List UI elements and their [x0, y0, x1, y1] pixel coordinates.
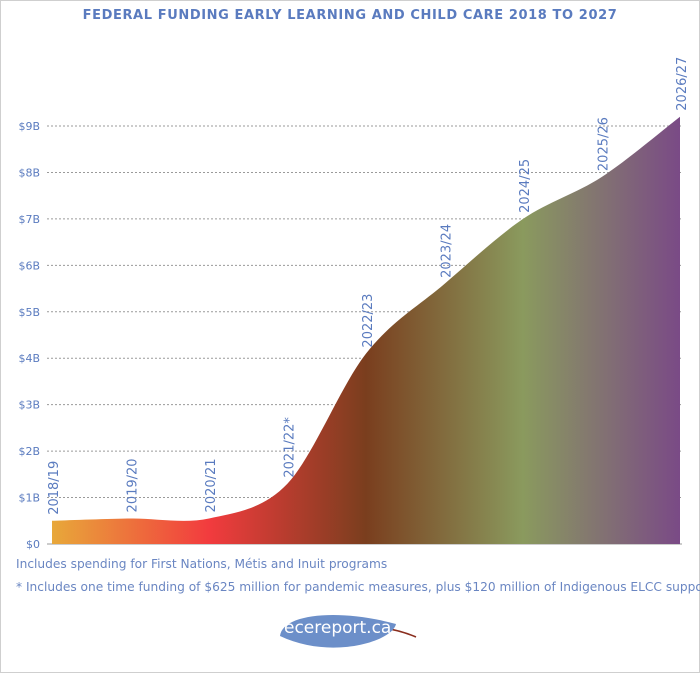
leaf-logo-icon	[280, 614, 396, 648]
logo-text: ecereport.ca	[284, 618, 392, 638]
y-tick-label: $2B	[18, 445, 40, 458]
y-tick-label: $4B	[18, 352, 40, 365]
chart-title: FEDERAL FUNDING EARLY LEARNING AND CHILD…	[82, 8, 618, 23]
footnote-pandemic: * Includes one time funding of $625 mill…	[16, 580, 700, 594]
x-category-label: 2019/20	[126, 458, 141, 512]
x-category-label: 2022/23	[361, 294, 376, 348]
y-tick-label: $1B	[18, 492, 40, 505]
x-category-label: 2021/22*	[283, 417, 298, 478]
y-tick-label: $6B	[18, 259, 40, 272]
x-category-label: 2023/24	[440, 224, 455, 278]
x-category-label: 2026/27	[675, 57, 690, 111]
y-tick-label: $5B	[18, 306, 40, 319]
y-tick-label: $7B	[18, 213, 40, 226]
y-tick-label: $8B	[18, 166, 40, 179]
x-category-label: 2020/21	[204, 458, 219, 512]
funding-area	[52, 116, 680, 544]
footnote-indigenous: Includes spending for First Nations, Mét…	[16, 557, 388, 571]
y-tick-label: $3B	[18, 399, 40, 412]
x-category-label: 2018/19	[47, 461, 62, 515]
y-tick-label: $9B	[18, 120, 40, 133]
x-category-label: 2025/26	[597, 117, 612, 171]
y-tick-label: $0	[26, 538, 40, 551]
x-category-label: 2024/25	[518, 159, 533, 213]
